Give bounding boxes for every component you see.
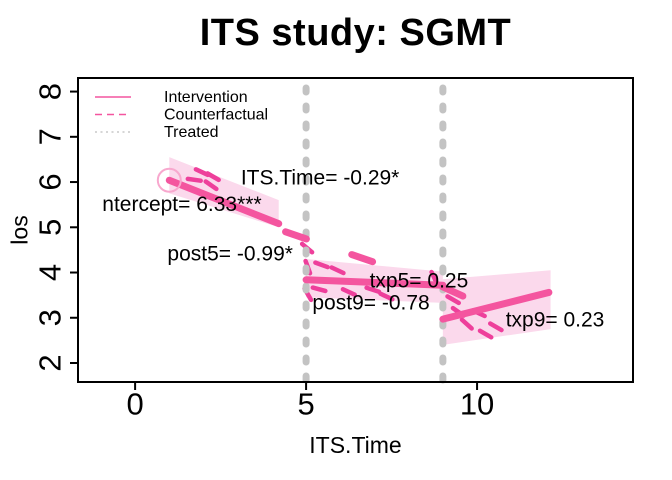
short-dash-mark [487,321,504,333]
intervention-segment-1 [165,176,283,228]
y-axis-label: los [6,215,33,245]
start-point-marker [156,167,182,193]
x-axis-label: ITS.Time [309,432,402,458]
y-tick-label-5: 5 [33,219,68,236]
short-dash-mark [185,176,203,183]
short-dash-mark [310,285,328,294]
legend-label-treated: Treated [164,124,219,141]
short-dash-mark [313,260,330,270]
counterfactual-after-9 [439,283,478,305]
legend-label-counterfactual: Counterfactual [164,107,268,124]
y-tick-label-3: 3 [33,309,68,326]
short-dash-mark [445,294,462,306]
y-tick-label-6: 6 [33,173,68,190]
legend-label-intervention: Intervention [164,89,248,106]
intervention-segment-2 [302,276,447,289]
short-dash-mark [205,171,221,183]
x-tick-label-0: 0 [126,387,143,422]
short-dash-mark [477,328,494,340]
annotation-5: txp9= 0.23 [506,309,605,332]
y-tick-label-2: 2 [33,354,68,371]
short-dash-mark [203,179,219,192]
short-dash-mark [364,285,382,294]
x-tick-label-10: 10 [460,387,494,422]
y-tick-label-4: 4 [33,264,68,281]
y-tick-label-8: 8 [33,83,68,100]
short-dash-mark [459,317,474,331]
x-tick-label-5: 5 [297,387,314,422]
y-tick-label-7: 7 [33,128,68,145]
short-dash-mark [340,286,357,297]
counterfactual-after-5 [282,228,392,271]
intervention-segment-3 [439,288,553,323]
annotation-1: ITS.Time= -0.29* [241,166,400,189]
annotation-4: post9= -0.78 [312,291,429,314]
plot-box [77,77,634,383]
annotation-0: ntercept= 6.33*** [102,193,261,216]
short-dash-mark [329,265,346,276]
plot-title: ITS study: SGMT [199,12,512,54]
annotation-3: txp5= 0.25 [370,270,469,293]
annotation-2: post5= -0.99* [167,242,293,265]
short-dash-mark [378,291,395,302]
